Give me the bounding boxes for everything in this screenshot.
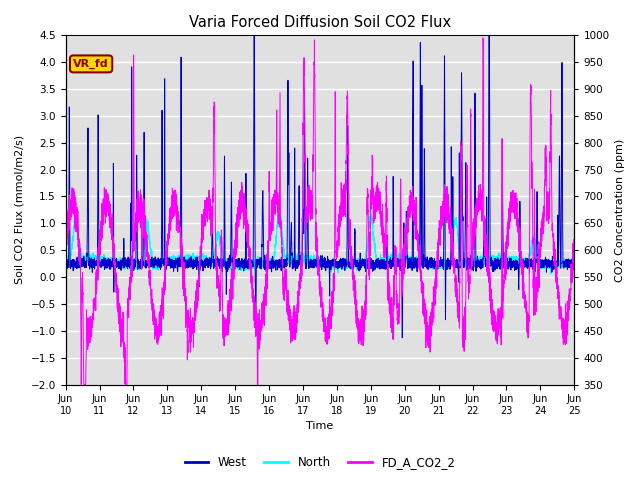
- Y-axis label: CO2 Concentration (ppm): CO2 Concentration (ppm): [615, 138, 625, 282]
- Title: Varia Forced Diffusion Soil CO2 Flux: Varia Forced Diffusion Soil CO2 Flux: [189, 15, 451, 30]
- Legend: West, North, FD_A_CO2_2: West, North, FD_A_CO2_2: [180, 452, 460, 474]
- Y-axis label: Soil CO2 Flux (mmol/m2/s): Soil CO2 Flux (mmol/m2/s): [15, 135, 25, 285]
- Text: VR_fd: VR_fd: [74, 59, 109, 69]
- X-axis label: Time: Time: [307, 421, 333, 432]
